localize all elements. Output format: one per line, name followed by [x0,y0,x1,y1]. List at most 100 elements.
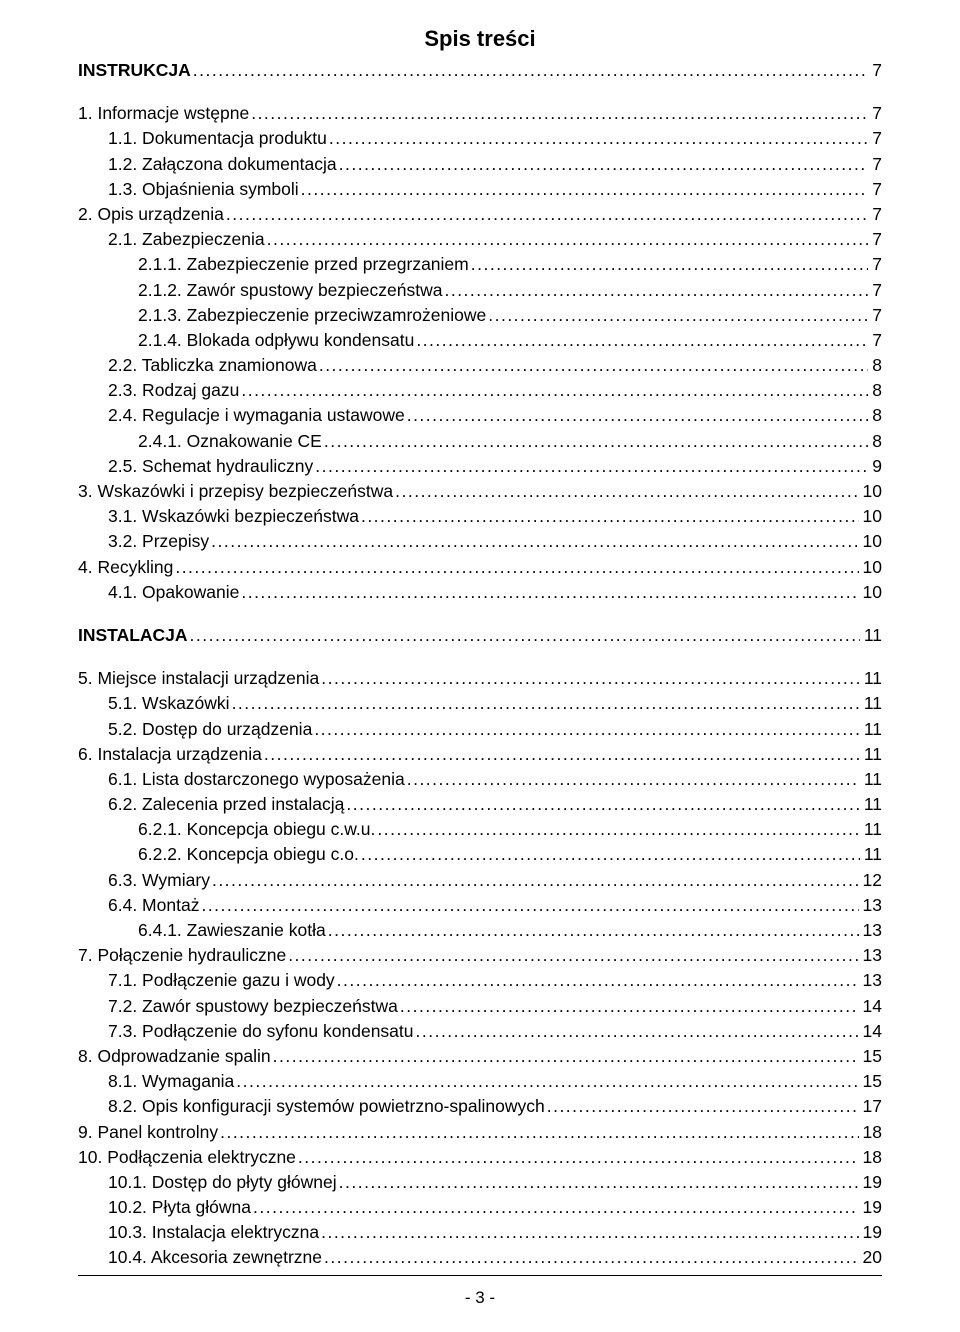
toc-leader-dots [239,378,868,403]
toc-leader-dots [486,303,868,328]
toc-entry: 8.1. Wymagania 15 [78,1069,882,1094]
toc-entry-page: 15 [859,1069,882,1094]
toc-entry-page: 7 [868,252,882,277]
toc-leader-dots [251,1195,859,1220]
toc-entry-page: 7 [868,126,882,151]
toc-entry-page: 7 [868,58,882,83]
toc-entry-page: 10 [859,504,882,529]
toc-leader-dots [405,767,860,792]
toc-leader-dots [265,227,869,252]
toc-leader-dots [239,580,858,605]
toc-entry-label: 6.4. Montaż [108,893,199,918]
toc-entry-page: 14 [859,1019,882,1044]
toc-entry-page: 11 [860,842,882,867]
toc-entry: 8. Odprowadzanie spalin15 [78,1044,882,1069]
toc-leader-dots [210,868,859,893]
toc-entry-page: 7 [868,278,882,303]
toc-entry-page: 11 [860,666,882,691]
toc-title: Spis treści [78,26,882,52]
toc-entry: 4.1. Opakowanie 10 [78,580,882,605]
toc-leader-dots [319,666,860,691]
toc-entry-page: 11 [860,792,882,817]
toc-leader-dots [271,1044,859,1069]
toc-entry: 5. Miejsce instalacji urządzenia 11 [78,666,882,691]
toc-leader-dots [218,1120,858,1145]
toc-entry-label: 1.2. Załączona dokumentacja [108,152,337,177]
footer-rule [78,1275,882,1276]
toc-entry: 3. Wskazówki i przepisy bezpieczeństwa10 [78,479,882,504]
toc-entry: 10.3. Instalacja elektryczna19 [78,1220,882,1245]
toc-entry-label: 3. Wskazówki i przepisy bezpieczeństwa [78,479,393,504]
toc-entry-label: 6.2.1. Koncepcja obiegu c.w.u. [138,817,375,842]
toc-entry-label: 2.1.1. Zabezpieczenie przed przegrzaniem [138,252,469,277]
toc-leader-dots [188,623,860,648]
toc-leader-dots [442,278,868,303]
toc-entry-label: 5.1. Wskazówki [108,691,230,716]
page: Spis treści INSTRUKCJA71. Informacje wst… [0,0,960,1332]
toc-entry-page: 19 [859,1195,882,1220]
toc-leader-dots [313,454,868,479]
toc-entry: 2.1.1. Zabezpieczenie przed przegrzaniem… [78,252,882,277]
toc-entry-label: 5.2. Dostęp do urządzenia [108,717,312,742]
toc-entry-label: 7.1. Podłączenie gazu i wody [108,968,335,993]
toc-entry-page: 10 [859,529,882,554]
toc-entry-label: 3.2. Przepisy [108,529,209,554]
toc-entry-label: 4.1. Opakowanie [108,580,239,605]
toc-entry: 6.2.1. Koncepcja obiegu c.w.u.11 [78,817,882,842]
toc-entry: 10.4. Akcesoria zewnętrzne20 [78,1245,882,1270]
toc-entry-page: 7 [868,303,882,328]
footer-page-number: - 3 - [0,1288,960,1308]
toc-entry-page: 10 [859,580,882,605]
toc-entry-label: 10. Podłączenia elektryczne [78,1145,296,1170]
toc-entry-page: 7 [868,328,882,353]
toc-leader-dots [335,968,859,993]
toc-entry: 2. Opis urządzenia7 [78,202,882,227]
toc-entry-label: 2.1.4. Blokada odpływu kondensatu [138,328,414,353]
toc-entry: 2.4.1. Oznakowanie CE8 [78,429,882,454]
toc-entry-label: 2.4. Regulacje i wymagania ustawowe [108,403,405,428]
toc-entry: 2.4. Regulacje i wymagania ustawowe8 [78,403,882,428]
toc-entry: INSTALACJA 11 [78,623,882,648]
toc-leader-dots [234,1069,858,1094]
toc-entry-label: 6.2.2. Koncepcja obiegu c.o. [138,842,359,867]
toc-entry: 2.1.2. Zawór spustowy bezpieczeństwa7 [78,278,882,303]
toc-entry: 2.5. Schemat hydrauliczny9 [78,454,882,479]
toc-entry-label: 5. Miejsce instalacji urządzenia [78,666,319,691]
toc-leader-dots [299,177,869,202]
toc-leader-dots [337,152,869,177]
toc-entry-label: 8. Odprowadzanie spalin [78,1044,271,1069]
toc-entry-page: 7 [868,202,882,227]
toc-entry: 8.2. Opis konfiguracji systemów powietrz… [78,1094,882,1119]
toc-entry-page: 18 [859,1145,882,1170]
toc-entry-label: 2.4.1. Oznakowanie CE [138,429,322,454]
toc-entry-label: 4. Recykling [78,555,173,580]
toc-leader-dots [359,504,859,529]
toc-entry-page: 11 [860,717,882,742]
toc-entry: 1.3. Objaśnienia symboli7 [78,177,882,202]
toc-leader-dots [414,1019,859,1044]
toc-entry: 6.4. Montaż13 [78,893,882,918]
toc-entry-label: 2.3. Rodzaj gazu [108,378,239,403]
toc-entry-page: 10 [859,555,882,580]
toc-entry-label: 8.1. Wymagania [108,1069,234,1094]
toc-entry-label: 7. Połączenie hydrauliczne [78,943,286,968]
toc-entry: 2.1.4. Blokada odpływu kondensatu 7 [78,328,882,353]
toc-leader-dots [286,943,858,968]
toc-entry: 6.4.1. Zawieszanie kotła13 [78,918,882,943]
toc-entry: 7. Połączenie hydrauliczne13 [78,943,882,968]
toc-entry-label: 2.1. Zabezpieczenia [108,227,265,252]
toc-leader-dots [262,742,860,767]
toc-leader-dots [398,994,859,1019]
toc-leader-dots [224,202,868,227]
toc-leader-dots [296,1145,859,1170]
toc-entry: 1.2. Załączona dokumentacja7 [78,152,882,177]
toc-entry: 10.2. Płyta główna19 [78,1195,882,1220]
toc-entry-page: 11 [860,623,882,648]
toc-entry-label: INSTALACJA [78,623,188,648]
toc-entry: 6.3. Wymiary12 [78,868,882,893]
toc-leader-dots [414,328,868,353]
toc-entry-page: 7 [868,177,882,202]
toc-leader-dots [322,429,868,454]
toc-leader-dots [375,817,859,842]
toc-leader-dots [191,58,868,83]
